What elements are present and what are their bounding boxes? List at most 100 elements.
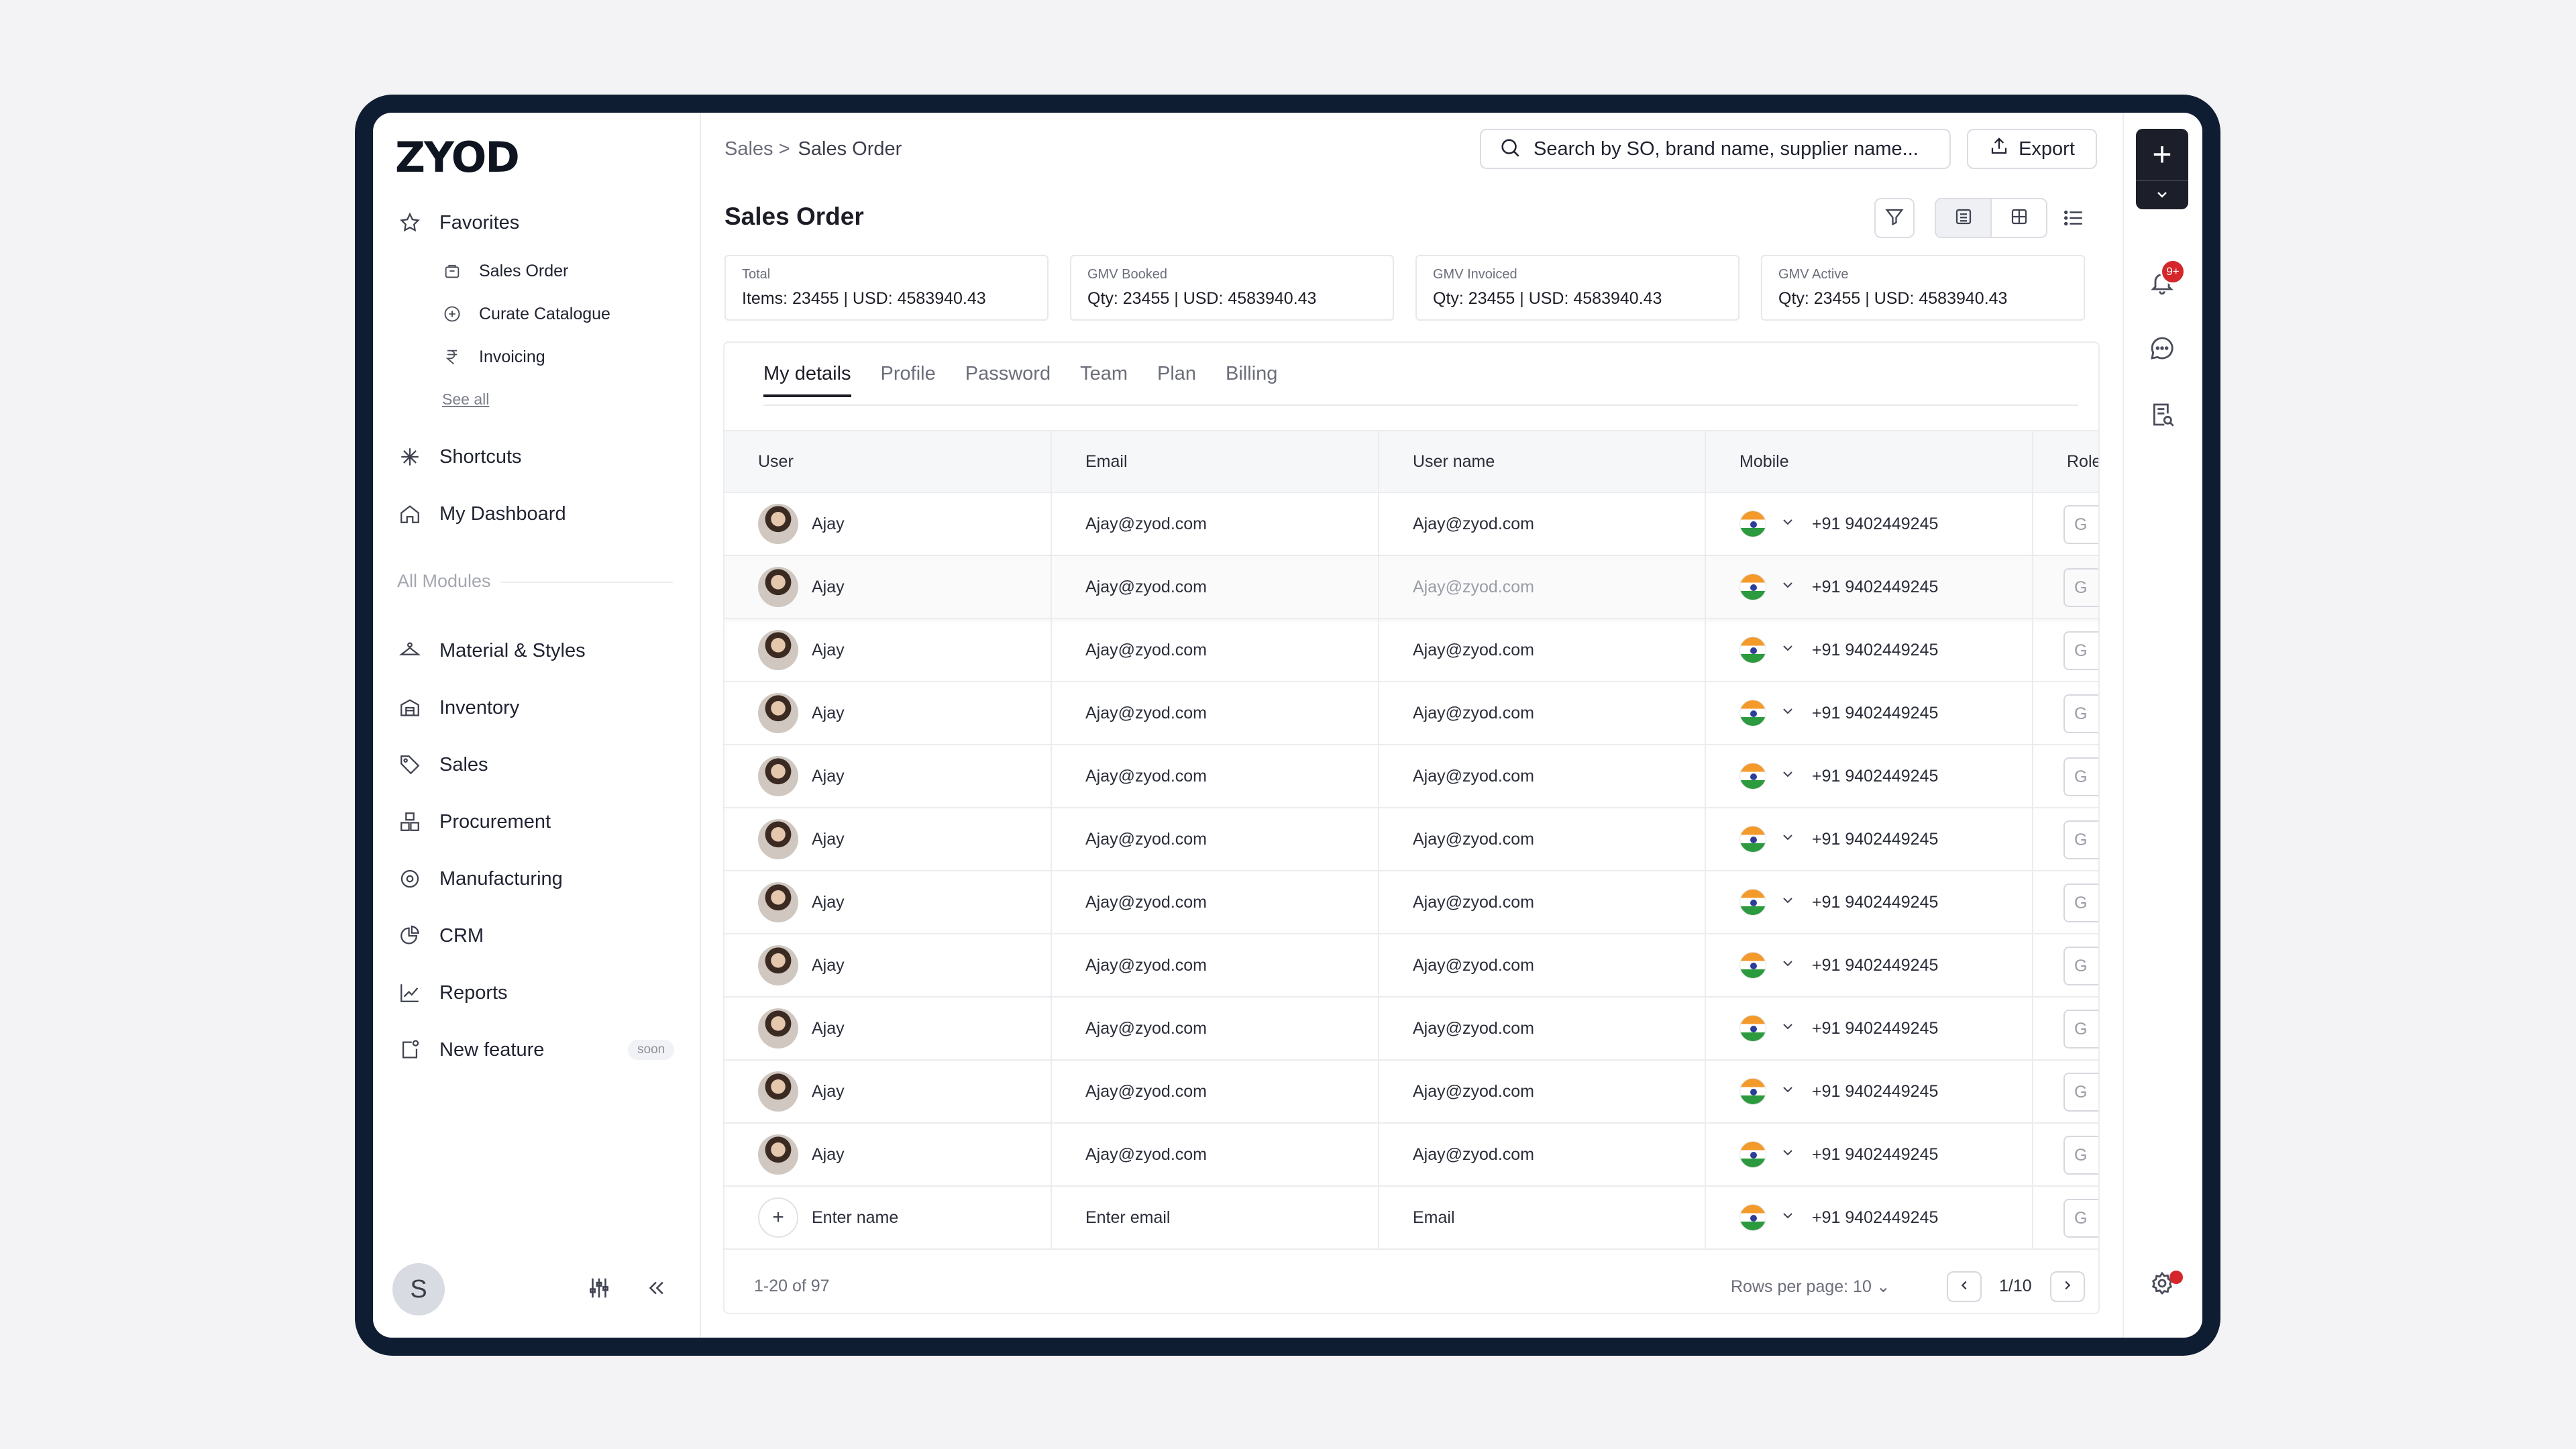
- country-dropdown-chevron-icon[interactable]: [1780, 1144, 1796, 1165]
- country-dropdown-chevron-icon[interactable]: [1780, 892, 1796, 913]
- grid-view-button[interactable]: [1992, 199, 2046, 237]
- country-dropdown-chevron-icon[interactable]: [1780, 640, 1796, 661]
- sidebar-item-material-styles[interactable]: Material & Styles: [395, 633, 586, 669]
- favorite-item-invoicing[interactable]: Invoicing: [440, 342, 545, 372]
- sidebar-item-manufacturing[interactable]: Manufacturing: [395, 861, 563, 897]
- country-dropdown-chevron-icon[interactable]: [1780, 1208, 1796, 1228]
- sidebar-item-my-dashboard[interactable]: My Dashboard: [395, 496, 566, 532]
- country-dropdown-chevron-icon[interactable]: [1780, 766, 1796, 787]
- favorite-item-curate-catalogue[interactable]: Curate Catalogue: [440, 299, 610, 329]
- role-select[interactable]: G: [2063, 1073, 2098, 1112]
- mobile-number[interactable]: +91 9402449245: [1812, 703, 1939, 722]
- username-field[interactable]: Email: [1379, 1187, 1706, 1248]
- table-row[interactable]: Ajay Ajay@zyod.com Ajay@zyod.com +91 940244…: [724, 934, 2098, 998]
- tab-plan[interactable]: Plan: [1157, 363, 1197, 384]
- india-flag-icon[interactable]: [1739, 1015, 1766, 1042]
- sidebar-item-shortcuts[interactable]: Shortcuts: [395, 439, 522, 475]
- column-header-email[interactable]: Email: [1052, 431, 1379, 492]
- add-dropdown-button[interactable]: [2136, 182, 2188, 209]
- table-row[interactable]: Ajay Ajay@zyod.com Ajay@zyod.com +91 940244…: [724, 1124, 2098, 1187]
- column-header-role[interactable]: Role: [2067, 451, 2100, 471]
- role-select[interactable]: G: [2063, 568, 2098, 607]
- role-select[interactable]: G: [2063, 947, 2098, 985]
- role-select[interactable]: G: [2063, 1136, 2098, 1175]
- table-row[interactable]: Ajay Ajay@zyod.com Ajay@zyod.com +91 940244…: [724, 808, 2098, 871]
- role-select[interactable]: G: [2063, 694, 2098, 733]
- tab-billing[interactable]: Billing: [1226, 363, 1278, 384]
- india-flag-icon[interactable]: [1739, 1078, 1766, 1105]
- sidebar-item-favorites[interactable]: Favorites: [395, 205, 519, 241]
- table-row[interactable]: Ajay Ajay@zyod.com Ajay@zyod.com +91 940244…: [724, 493, 2098, 556]
- favorite-item-sales-order[interactable]: Sales Order: [440, 256, 568, 286]
- india-flag-icon[interactable]: [1739, 1204, 1766, 1231]
- tab-team[interactable]: Team: [1080, 363, 1128, 384]
- role-select[interactable]: G: [2063, 505, 2098, 544]
- add-button[interactable]: +: [2136, 129, 2188, 181]
- role-select[interactable]: G: [2063, 883, 2098, 922]
- mobile-number[interactable]: +91 9402449245: [1812, 955, 1939, 975]
- see-all-link[interactable]: See all: [442, 390, 490, 408]
- mobile-number[interactable]: +91 9402449245: [1812, 829, 1939, 849]
- rows-per-page-select[interactable]: Rows per page: 10 ⌄: [1731, 1277, 1890, 1297]
- india-flag-icon[interactable]: [1739, 511, 1766, 537]
- tab-my-details[interactable]: My details: [763, 363, 851, 397]
- role-select[interactable]: G: [2063, 631, 2098, 670]
- india-flag-icon[interactable]: [1739, 952, 1766, 979]
- india-flag-icon[interactable]: [1739, 700, 1766, 727]
- column-header-user[interactable]: User: [724, 431, 1052, 492]
- settings-sliders-button[interactable]: [583, 1273, 615, 1305]
- brand-logo[interactable]: ZYOD: [395, 133, 520, 182]
- sidebar-item-procurement[interactable]: Procurement: [395, 804, 551, 840]
- table-row[interactable]: Ajay Ajay@zyod.com Ajay@zyod.com +91 940244…: [724, 745, 2098, 808]
- sidebar-item-sales[interactable]: Sales: [395, 747, 488, 783]
- india-flag-icon[interactable]: [1739, 574, 1766, 600]
- table-row[interactable]: Ajay Ajay@zyod.com Ajay@zyod.com +91 940244…: [724, 682, 2098, 745]
- mobile-number[interactable]: +91 9402449245: [1812, 892, 1939, 912]
- country-dropdown-chevron-icon[interactable]: [1780, 955, 1796, 976]
- sidebar-item-new-feature[interactable]: New feature: [395, 1032, 544, 1068]
- mobile-number[interactable]: +91 9402449245: [1812, 766, 1939, 786]
- india-flag-icon[interactable]: [1739, 1141, 1766, 1168]
- document-search-button[interactable]: [2145, 399, 2179, 433]
- country-dropdown-chevron-icon[interactable]: [1780, 514, 1796, 535]
- table-row[interactable]: Ajay Ajay@zyod.com Ajay@zyod.com +91 940244…: [724, 556, 2098, 619]
- mobile-number[interactable]: +91 9402449245: [1812, 514, 1939, 533]
- table-row[interactable]: Ajay Ajay@zyod.com Ajay@zyod.com +91 940244…: [724, 1061, 2098, 1124]
- india-flag-icon[interactable]: [1739, 826, 1766, 853]
- india-flag-icon[interactable]: [1739, 889, 1766, 916]
- add-row-plus-icon[interactable]: +: [758, 1197, 798, 1238]
- name-field[interactable]: + Enter name: [724, 1187, 1052, 1248]
- role-select[interactable]: G: [2063, 757, 2098, 796]
- export-button[interactable]: Export: [1967, 129, 2097, 169]
- country-dropdown-chevron-icon[interactable]: [1780, 703, 1796, 724]
- list-menu-icon[interactable]: [2062, 207, 2085, 233]
- mobile-number[interactable]: +91 9402449245: [1812, 1144, 1939, 1164]
- messages-button[interactable]: [2145, 333, 2179, 366]
- sidebar-item-crm[interactable]: CRM: [395, 918, 484, 954]
- column-header-username[interactable]: User name: [1379, 431, 1706, 492]
- role-select[interactable]: G: [2063, 1010, 2098, 1049]
- role-select[interactable]: G: [2063, 1199, 2098, 1238]
- mobile-number[interactable]: +91 9402449245: [1812, 1018, 1939, 1038]
- mobile-number[interactable]: +91 9402449245: [1812, 1208, 1939, 1227]
- settings-button[interactable]: [2145, 1268, 2179, 1301]
- search-input[interactable]: Search by SO, brand name, supplier name.…: [1480, 129, 1951, 169]
- sidebar-item-inventory[interactable]: Inventory: [395, 690, 519, 726]
- collapse-sidebar-button[interactable]: [640, 1273, 672, 1305]
- role-select[interactable]: G: [2063, 820, 2098, 859]
- sidebar-item-reports[interactable]: Reports: [395, 975, 508, 1011]
- tab-profile[interactable]: Profile: [880, 363, 936, 384]
- mobile-number[interactable]: +91 9402449245: [1812, 1081, 1939, 1101]
- tab-password[interactable]: Password: [965, 363, 1051, 384]
- country-dropdown-chevron-icon[interactable]: [1780, 577, 1796, 598]
- india-flag-icon[interactable]: [1739, 637, 1766, 663]
- table-row[interactable]: Ajay Ajay@zyod.com Ajay@zyod.com +91 940244…: [724, 619, 2098, 682]
- country-dropdown-chevron-icon[interactable]: [1780, 1018, 1796, 1039]
- country-dropdown-chevron-icon[interactable]: [1780, 1081, 1796, 1102]
- email-field[interactable]: Enter email: [1052, 1187, 1379, 1248]
- breadcrumb-root[interactable]: Sales >: [724, 138, 790, 160]
- next-page-button[interactable]: [2050, 1271, 2085, 1302]
- column-header-mobile[interactable]: Mobile: [1706, 431, 2033, 492]
- mobile-number[interactable]: +91 9402449245: [1812, 640, 1939, 659]
- filter-button[interactable]: [1874, 198, 1915, 238]
